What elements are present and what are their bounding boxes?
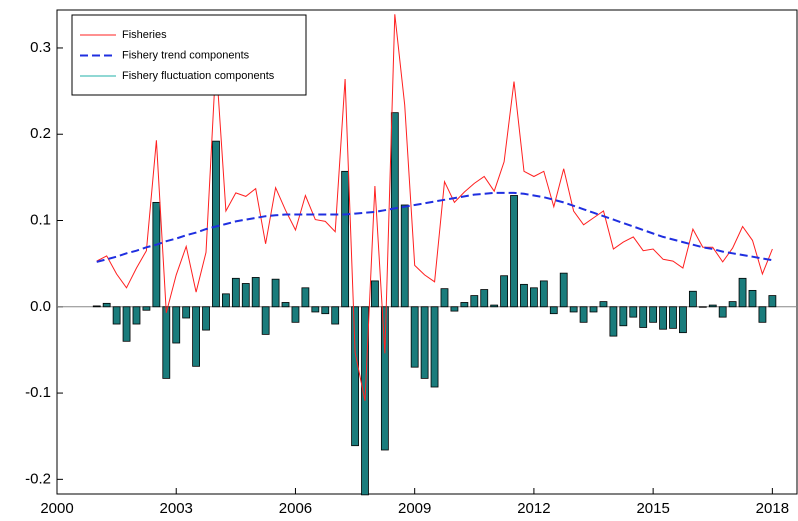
bar — [380, 306, 389, 451]
bar — [688, 290, 697, 308]
bar — [629, 306, 638, 318]
y-tick-label: -0.1 — [25, 384, 51, 401]
bar — [212, 140, 220, 308]
y-tick-label: -0.2 — [25, 470, 51, 487]
x-tick-label: 2003 — [160, 500, 193, 517]
bar — [291, 306, 300, 323]
bar — [539, 280, 548, 308]
bar — [748, 289, 757, 308]
bar — [490, 304, 499, 308]
bar — [768, 295, 777, 308]
bar — [281, 302, 290, 308]
bar — [261, 306, 270, 335]
bar — [480, 289, 489, 308]
bar — [579, 306, 588, 323]
bar — [182, 306, 191, 319]
bar — [222, 293, 230, 308]
bar — [271, 278, 280, 308]
x-tick-label: 2012 — [517, 500, 550, 517]
bar — [102, 302, 111, 308]
bar — [530, 287, 538, 308]
bar — [251, 277, 260, 308]
legend-label: Fishery fluctuation components — [122, 70, 275, 82]
bar — [231, 277, 240, 308]
bar — [698, 306, 707, 308]
bar — [500, 275, 508, 308]
bar — [122, 306, 131, 342]
bar — [142, 306, 151, 311]
series-line — [96, 14, 773, 401]
y-tick-label: 0.2 — [30, 125, 51, 142]
bar — [460, 302, 469, 308]
bar — [202, 306, 210, 331]
bar — [430, 306, 439, 388]
bar — [659, 306, 667, 330]
legend-label: Fisheries — [122, 29, 167, 41]
bar — [351, 306, 359, 447]
bar — [172, 306, 181, 344]
bar — [758, 306, 767, 323]
bar — [639, 306, 648, 328]
x-tick-label: 2006 — [279, 500, 312, 517]
x-tick-label: 2000 — [40, 500, 73, 517]
bar — [192, 306, 200, 367]
bar — [301, 287, 310, 308]
x-tick-label: 2018 — [756, 500, 789, 517]
bar — [619, 306, 628, 327]
bar — [549, 306, 558, 315]
bar — [311, 306, 320, 313]
bar — [152, 201, 161, 308]
bar — [92, 305, 101, 308]
bar — [520, 283, 528, 308]
bar — [371, 280, 379, 308]
bar — [321, 306, 330, 315]
bar — [241, 283, 250, 308]
bar — [132, 306, 141, 325]
bar — [410, 306, 419, 368]
bar — [649, 306, 658, 323]
bar — [738, 277, 747, 308]
series-line — [96, 191, 773, 263]
bar — [400, 204, 409, 308]
x-tick-label: 2009 — [398, 500, 431, 517]
bar — [599, 301, 608, 308]
bar — [440, 288, 449, 308]
bar — [420, 306, 429, 379]
bar — [728, 301, 737, 308]
bar — [162, 306, 171, 379]
bar — [510, 195, 518, 308]
bar — [559, 272, 568, 308]
bar — [112, 306, 121, 325]
y-tick-label: 0.1 — [30, 211, 51, 228]
bar — [341, 170, 350, 308]
x-tick-label: 2015 — [636, 500, 669, 517]
bar — [708, 304, 717, 308]
bar — [589, 306, 598, 313]
bar — [569, 306, 578, 313]
bar — [331, 306, 340, 325]
bar — [470, 295, 479, 308]
bar — [609, 306, 618, 337]
bar — [718, 306, 727, 318]
legend-label: Fishery trend components — [122, 49, 250, 61]
plot-frame — [56, 9, 798, 495]
y-tick-label: 0.3 — [30, 39, 51, 56]
bar — [450, 306, 459, 312]
bar — [669, 306, 677, 329]
y-tick-label: 0.0 — [30, 298, 51, 315]
bar — [679, 306, 687, 334]
